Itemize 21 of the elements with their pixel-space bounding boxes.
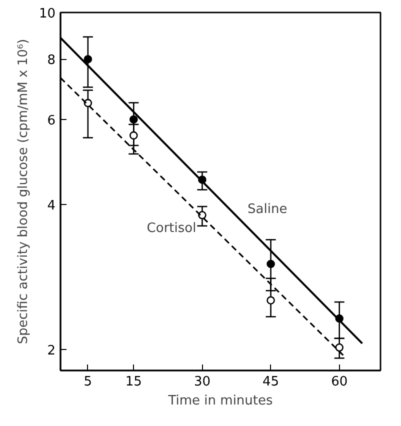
x-axis-title: Time in minutes — [167, 394, 274, 408]
x-tick-label: 5 — [84, 374, 92, 390]
x-tick-label: 15 — [125, 374, 142, 390]
y-tick-label: 10 — [38, 6, 56, 22]
series-label: Saline — [248, 202, 288, 218]
point — [266, 296, 275, 304]
point — [84, 55, 92, 64]
y-tick-label: 8 — [47, 53, 56, 68]
point — [198, 211, 206, 220]
x-tick-label: 60 — [331, 374, 348, 390]
point — [129, 115, 138, 124]
point — [266, 260, 275, 268]
point — [335, 343, 344, 352]
x-tick-label: 45 — [262, 374, 280, 390]
y-tick-label: 2 — [47, 344, 56, 359]
x-tick-label: 30 — [194, 374, 210, 390]
y-tick-label: 6 — [47, 113, 56, 128]
series-label: Cortisol — [146, 220, 196, 236]
y-axis-title: Specific activity blood glucose (cpm/mM x 10⁶) — [16, 38, 31, 344]
y-tick-label: 4 — [47, 198, 56, 214]
point — [129, 131, 138, 140]
